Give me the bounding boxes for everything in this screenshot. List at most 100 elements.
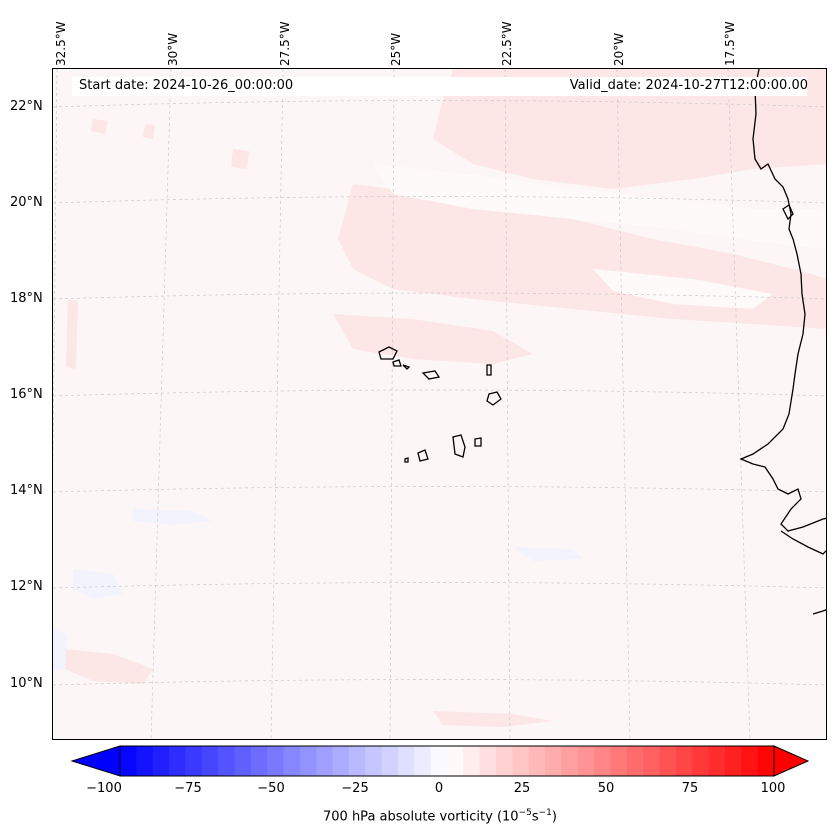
colorbar-segment <box>512 746 530 776</box>
colorbar-tick: 25 <box>513 781 531 796</box>
colorbar-segment <box>299 746 317 776</box>
colorbar-segment <box>267 746 284 776</box>
lon-label-22-5w: 22.5°W <box>500 21 514 66</box>
colorbar-segment <box>659 746 677 776</box>
colorbar-label: 700 hPa absolute vorticity (10−5s−1) <box>0 808 837 824</box>
parallel-18n <box>53 292 826 300</box>
parallel-20n <box>53 196 826 204</box>
colorbar-tick: −75 <box>174 781 202 796</box>
colorbar-segment <box>496 746 513 776</box>
negative-region-1 <box>53 629 67 671</box>
parallel-14n <box>53 486 826 493</box>
positive-region-bottom <box>433 711 553 727</box>
lon-label-20w: 20°W <box>612 32 626 66</box>
meridian-27-5w <box>270 69 284 739</box>
colorbar-segment <box>528 746 546 776</box>
colorbar-segment <box>741 746 759 776</box>
start-date-label: Start date: 2024-10-26_00:00:00 <box>79 78 294 93</box>
coast-inlet <box>782 204 794 221</box>
colorbar-segment <box>447 746 464 776</box>
island-sao-vicente <box>392 359 402 367</box>
colorbar-segment <box>757 746 775 776</box>
colorbar-min-extend <box>70 745 121 777</box>
neutral-band-1 <box>373 164 826 249</box>
colorbar-segment <box>626 746 644 776</box>
neutral-band-2 <box>593 269 773 309</box>
guinea-bissau-coast <box>780 530 826 555</box>
parallel-10n <box>53 679 826 686</box>
colorbar-tick: 50 <box>597 781 615 796</box>
colorbar-segment <box>414 746 432 776</box>
lon-label-32-5w: 32.5°W <box>54 21 68 66</box>
meridian-32-5w <box>53 69 58 487</box>
colorbar-segment <box>283 746 301 776</box>
colorbar-segments <box>120 746 775 776</box>
colorbar-segment <box>185 746 203 776</box>
colorbar-segment <box>169 746 186 776</box>
colorbar-segment <box>561 746 579 776</box>
valid-date-label: Valid_date: 2024-10-27T12:00:00.00 <box>569 78 808 93</box>
colorbar-segment <box>152 746 170 776</box>
colorbar-segment <box>218 746 235 776</box>
colorbar-segment <box>479 746 497 776</box>
colorbar-label-prefix: 700 hPa absolute vorticity (10 <box>323 809 519 825</box>
lon-label-25w: 25°W <box>389 32 403 66</box>
colorbar-tick: 0 <box>434 781 444 796</box>
negative-region-3 <box>133 509 213 525</box>
colorbar-segment <box>708 746 726 776</box>
positive-blob-3 <box>231 149 249 169</box>
colorbar-segment <box>234 746 252 776</box>
colorbar <box>70 745 810 777</box>
guinea-coast <box>812 609 826 615</box>
lon-label-17-5w: 17.5°W <box>723 21 737 66</box>
colorbar-segment <box>332 746 350 776</box>
colorbar-max-extend <box>773 745 810 777</box>
colorbar-segment <box>316 746 334 776</box>
africa-coastline <box>739 69 826 532</box>
colorbar-segment <box>610 746 628 776</box>
colorbar-tick: −50 <box>257 781 285 796</box>
island-santiago <box>452 434 466 458</box>
island-santa-luzia <box>402 364 411 370</box>
parallel-12n <box>53 582 826 589</box>
island-maio <box>474 437 482 447</box>
neutral-band <box>373 164 826 309</box>
colorbar-segment <box>430 746 448 776</box>
positive-region-islands <box>333 314 533 364</box>
lon-label-30w: 30°W <box>166 32 180 66</box>
colorbar-segment <box>692 746 710 776</box>
colorbar-segment <box>136 746 154 776</box>
colorbar-tick: −100 <box>86 781 122 796</box>
island-sal <box>486 364 492 376</box>
graticule <box>53 69 826 739</box>
lat-label-18n: 18°N <box>10 291 43 306</box>
colorbar-label-unit: s <box>531 809 539 825</box>
island-fogo <box>417 449 429 462</box>
island-brava <box>404 457 409 463</box>
colorbar-label-exp2: −1 <box>538 808 552 818</box>
positive-region-south <box>63 649 153 684</box>
colorbar-segment <box>545 746 562 776</box>
colorbar-segment <box>724 746 742 776</box>
negative-vorticity-shading <box>53 509 583 671</box>
parallel-16n <box>53 389 826 397</box>
positive-region-north <box>433 69 826 189</box>
lat-label-14n: 14°N <box>10 483 43 498</box>
colorbar-segment <box>463 746 481 776</box>
colorbar-segment <box>397 746 415 776</box>
colorbar-segment <box>250 746 268 776</box>
colorbar-segment <box>381 746 399 776</box>
colorbar-segment <box>365 746 383 776</box>
colorbar-tick: −25 <box>341 781 369 796</box>
colorbar-label-suffix: ) <box>551 809 557 825</box>
meridian-20w <box>616 69 631 739</box>
vorticity-map <box>53 69 826 739</box>
lat-label-20n: 20°N <box>10 195 43 210</box>
lat-label-10n: 10°N <box>10 676 43 691</box>
island-santo-antao <box>378 346 398 360</box>
colorbar-tick: 100 <box>760 781 786 796</box>
negative-region-4 <box>513 547 583 561</box>
lat-label-16n: 16°N <box>10 387 43 402</box>
colorbar-segment <box>594 746 611 776</box>
lon-label-27-5w: 27.5°W <box>278 21 292 66</box>
